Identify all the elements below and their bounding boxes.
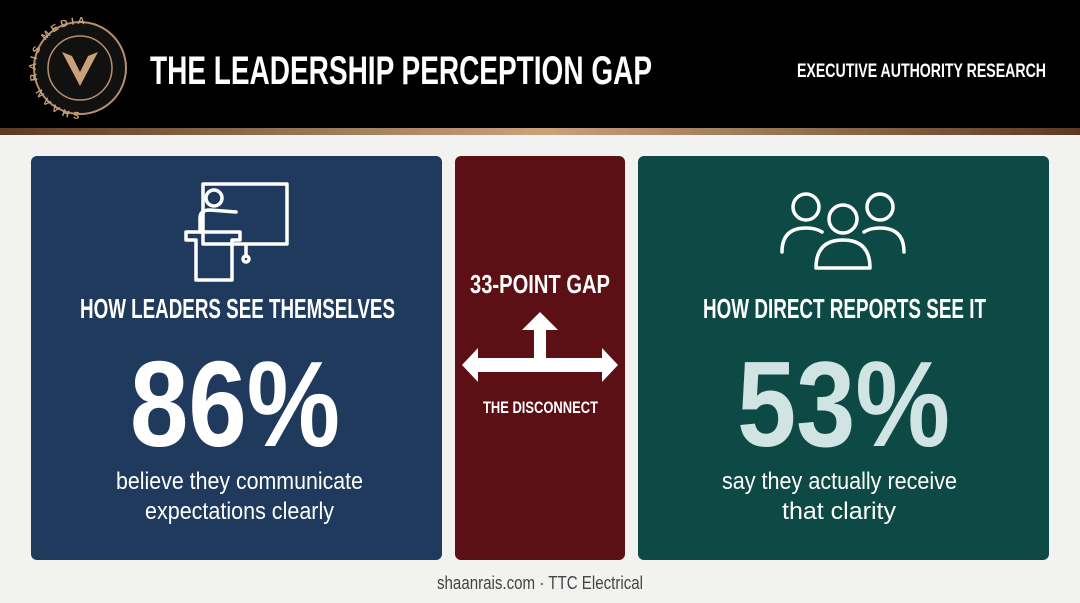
tagline: EXECUTIVE AUTHORITY RESEARCH	[797, 61, 1046, 82]
people-icon	[780, 192, 906, 270]
stat: 86%	[130, 336, 340, 472]
presenter-icon	[184, 182, 289, 282]
gap-arrow	[462, 312, 618, 382]
caption: that clarity	[782, 498, 896, 525]
header-bar	[0, 0, 1080, 130]
panel-heading: HOW LEADERS SEE THEMSELVES	[80, 293, 395, 324]
panel-leaders	[31, 156, 442, 560]
caption: believe they communicate	[116, 468, 363, 495]
caption: say they actually receive	[722, 468, 957, 495]
stat: 53%	[737, 336, 950, 472]
title: THE LEADERSHIP PERCEPTION GAP	[150, 49, 652, 93]
panel-reports	[638, 156, 1049, 560]
gap-caption: THE DISCONNECT	[483, 398, 598, 417]
gap-heading: 33-POINT GAP	[470, 269, 610, 299]
header-rule	[0, 128, 1080, 135]
caption: expectations clearly	[145, 498, 334, 525]
panel-heading: HOW DIRECT REPORTS SEE IT	[703, 293, 986, 324]
footer: shaanrais.com · TTC Electrical	[437, 573, 643, 593]
